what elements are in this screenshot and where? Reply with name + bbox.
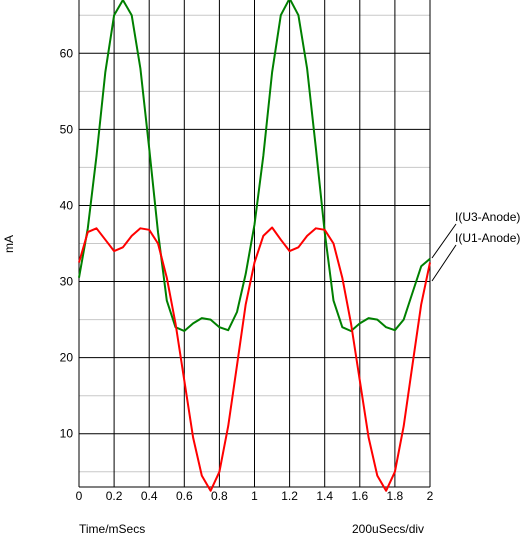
x-tick-label: 1.4 xyxy=(316,489,333,503)
x-tick-label: 0.6 xyxy=(176,489,193,503)
y-tick-label: 30 xyxy=(60,275,74,289)
y-tick-label: 10 xyxy=(60,427,74,441)
series-line-2 xyxy=(78,226,431,492)
legend: I(U3-Anode) I(U1-Anode) xyxy=(431,210,520,282)
x-tick-label: 1.2 xyxy=(281,489,298,503)
scale-label: 200uSecs/div xyxy=(352,522,424,536)
x-tick-label: 0.2 xyxy=(106,489,123,503)
x-tick-label: 0.4 xyxy=(141,489,158,503)
y-tick-label: 20 xyxy=(60,351,74,365)
series-layer xyxy=(78,0,431,492)
x-tick-label: 1.8 xyxy=(387,489,404,503)
legend-label-2: I(U1-Anode) xyxy=(455,231,520,245)
legend-leader-1 xyxy=(431,223,457,259)
legend-leader-2 xyxy=(431,244,457,282)
y-tick-label: 60 xyxy=(60,46,74,60)
grid xyxy=(78,0,431,488)
y-tick-label: 50 xyxy=(60,122,74,136)
series-line-1 xyxy=(78,0,431,332)
x-axis-label: Time/mSecs xyxy=(79,522,145,536)
y-axis-label: mA xyxy=(2,235,16,253)
tick-labels: 0 0.2 0.4 0.6 0.8 1 1.2 1.4 1.6 1.8 2 10 20 30 40 50 60 xyxy=(60,46,434,503)
x-tick-label: 2 xyxy=(427,489,434,503)
x-tick-label: 0.8 xyxy=(211,489,228,503)
y-tick-label: 40 xyxy=(60,198,74,212)
x-tick-label: 1 xyxy=(251,489,258,503)
x-tick-label: 1.6 xyxy=(351,489,368,503)
legend-label-1: I(U3-Anode) xyxy=(455,210,520,224)
x-tick-label: 0 xyxy=(76,489,83,503)
